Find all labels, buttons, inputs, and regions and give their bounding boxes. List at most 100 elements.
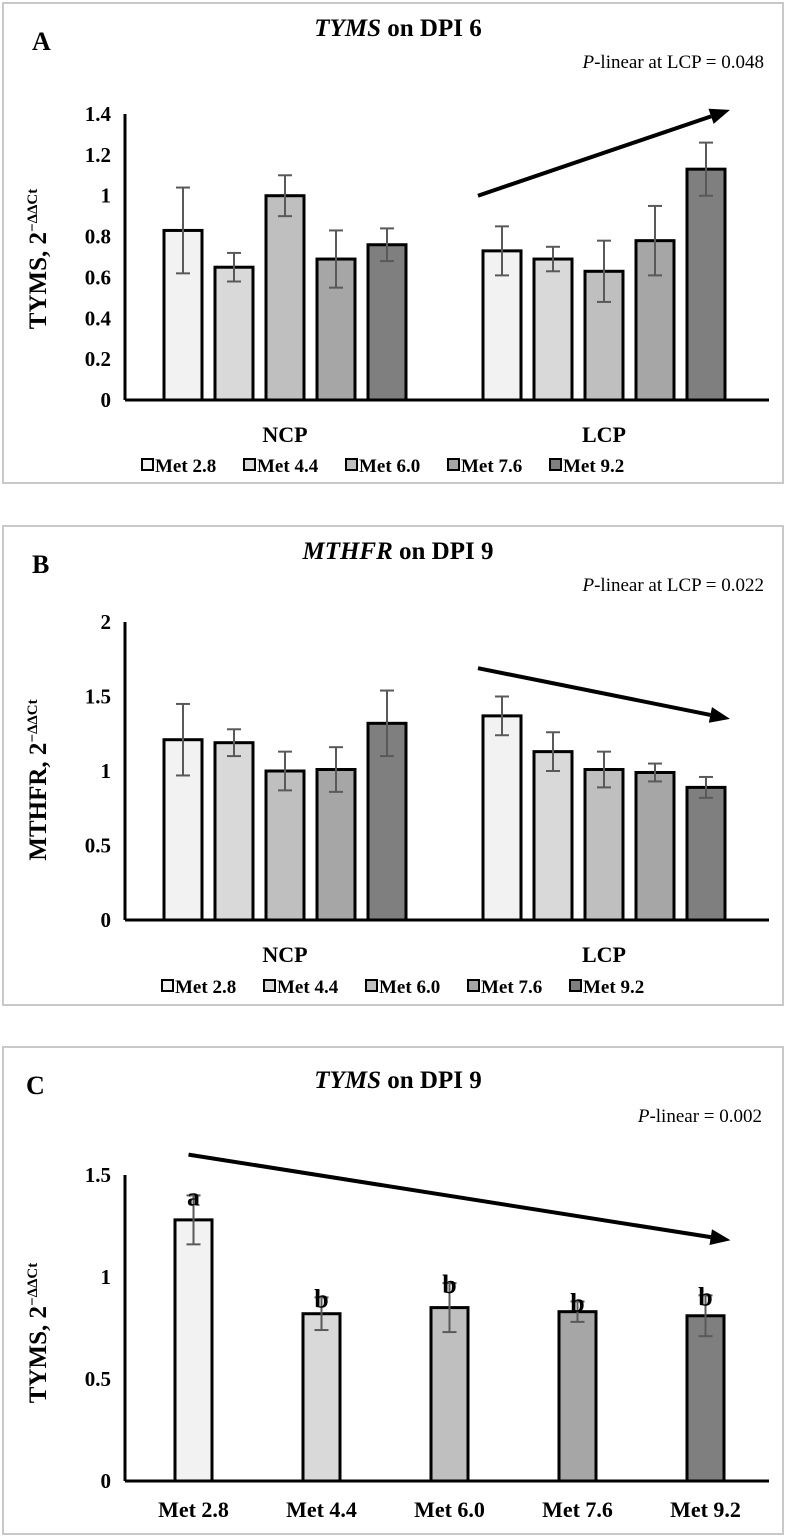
y-tick-label: 1.5 — [85, 685, 111, 709]
panel-letter: C — [26, 1071, 45, 1100]
panel-c: C TYMS on DPI 9 P-linear = 0.002 TYMS, 2… — [2, 1046, 784, 1535]
error-bar — [495, 695, 509, 737]
y-tick-label: 0.5 — [85, 1367, 111, 1391]
bar-lcp-3 — [583, 768, 625, 922]
significance-letter: b — [314, 1284, 328, 1313]
bar-ncp-2 — [213, 265, 255, 402]
legend-label: Met 9.2 — [583, 977, 644, 998]
y-tick-label: 1.2 — [85, 143, 111, 167]
y-tick-label: 0.2 — [85, 347, 111, 371]
legend-label: Met 7.6 — [461, 456, 522, 477]
bar-ncp-3 — [264, 194, 306, 402]
y-tick-label: 0 — [101, 908, 112, 932]
x-category-label: Met 9.2 — [670, 1497, 741, 1522]
bar-lcp-5 — [685, 167, 727, 402]
y-tick-label: 1 — [101, 184, 112, 208]
significance-letter: a — [187, 1182, 200, 1211]
y-axis-label: MTHFR, 2−ΔΔCt — [25, 699, 52, 860]
p-text: -linear at LCP = 0.022 — [594, 575, 764, 596]
y-tick-label: 0.4 — [85, 306, 112, 330]
y-tick-label: 0.5 — [85, 834, 111, 858]
title-rest: on DPI 9 — [393, 538, 494, 565]
x-category-label: Met 2.8 — [158, 1497, 229, 1522]
error-bar — [597, 750, 611, 789]
y-tick-label: 1 — [101, 1265, 112, 1289]
bar-lcp-5 — [685, 785, 727, 922]
x-category-label: LCP — [582, 942, 626, 967]
chart-marks: 0 0.2 0.4 0.6 0.8 1 1.2 1.4 NCP LCP Met 2.8 Met 4.4… — [85, 102, 769, 477]
legend: Met 2.8 Met 4.4 Met 6.0 Met 7.6 Met 9.2 — [141, 456, 624, 477]
chart-title: TYMS on DPI 6 — [314, 15, 481, 42]
error-bar — [227, 251, 241, 283]
error-bar — [329, 746, 343, 793]
legend-label: Met 2.8 — [155, 456, 216, 477]
legend-label: Met 2.8 — [175, 977, 236, 998]
legend-label: Met 7.6 — [481, 977, 542, 998]
y-label-text: TYMS, 2 — [25, 1306, 52, 1403]
bar-met-2 — [301, 1312, 342, 1483]
bar-ncp-3 — [264, 769, 306, 922]
y-tick-label: 2 — [101, 610, 112, 634]
legend-swatch — [447, 458, 460, 471]
p-symbol: P — [637, 1106, 650, 1127]
trend-arrow-line — [188, 1152, 712, 1240]
error-bar — [380, 689, 394, 758]
chart-marks: 0 0.5 1 1.5 a Met 2.8 b Met 4.4 b Met 6.0 b Met 7.6… — [85, 1152, 769, 1522]
x-category-label: Met 6.0 — [414, 1497, 485, 1522]
error-bar — [442, 1282, 457, 1334]
bar-lcp-2 — [532, 750, 574, 922]
y-label-text: TYMS, 2 — [25, 232, 52, 329]
title-gene: TYMS — [314, 15, 381, 42]
p-symbol: P — [581, 52, 594, 73]
panel-b: B MTHFR on DPI 9 P-linear at LCP = 0.022… — [2, 525, 784, 1006]
legend-swatch — [569, 979, 582, 992]
y-axis-label: TYMS, 2−ΔΔCt — [25, 189, 52, 329]
y-tick-label: 1 — [101, 759, 112, 783]
x-category-label: NCP — [262, 422, 307, 447]
bar-met-3 — [429, 1306, 470, 1483]
legend-swatch — [161, 979, 174, 992]
error-bar — [546, 245, 560, 273]
p-text: -linear = 0.002 — [649, 1106, 762, 1127]
legend: Met 2.8 Met 4.4 Met 6.0 Met 7.6 Met 9.2 — [161, 977, 644, 998]
legend-swatch — [549, 458, 562, 471]
y-axis-label: TYMS, 2−ΔΔCt — [25, 1263, 52, 1403]
panel-letter: B — [32, 550, 49, 579]
y-tick-label: 0 — [101, 388, 112, 412]
title-gene: TYMS — [314, 1067, 381, 1094]
x-category-label: Met 7.6 — [542, 1497, 613, 1522]
bar-ncp-5 — [366, 243, 408, 402]
y-tick-label: 0.8 — [85, 225, 111, 249]
p-value-annotation: P-linear at LCP = 0.022 — [581, 575, 764, 596]
error-bar — [699, 141, 713, 197]
legend-swatch — [467, 979, 480, 992]
trend-arrow-line — [477, 114, 712, 198]
chart-title: TYMS on DPI 9 — [314, 1067, 481, 1094]
error-bar — [380, 227, 394, 263]
error-bar — [314, 1296, 329, 1332]
legend-swatch — [243, 458, 256, 471]
chart-c-svg: C TYMS on DPI 9 P-linear = 0.002 TYMS, 2… — [25, 1067, 769, 1522]
significance-letter: b — [698, 1282, 712, 1311]
bar-lcp-4 — [634, 770, 676, 922]
title-rest: on DPI 9 — [381, 1067, 482, 1094]
p-text: -linear at LCP = 0.048 — [594, 52, 764, 73]
legend-swatch — [141, 458, 154, 471]
p-symbol: P — [581, 575, 594, 596]
error-bar — [495, 225, 509, 277]
error-bar — [227, 728, 241, 758]
y-tick-label: 1.4 — [85, 102, 112, 126]
y-label-text: MTHFR, 2 — [25, 743, 52, 861]
y-label-superscript: −ΔΔCt — [25, 1263, 41, 1306]
p-value-annotation: P-linear = 0.002 — [637, 1106, 762, 1127]
error-bar — [278, 750, 292, 792]
chart-b-svg: B MTHFR on DPI 9 P-linear at LCP = 0.022… — [25, 538, 769, 998]
y-label-superscript: −ΔΔCt — [25, 189, 41, 232]
legend-label: Met 6.0 — [379, 977, 440, 998]
x-category-label: LCP — [582, 422, 626, 447]
panel-a: A TYMS on DPI 6 P-linear at LCP = 0.048 … — [2, 2, 784, 484]
bar-ncp-4 — [315, 768, 357, 922]
error-bar — [648, 762, 662, 783]
y-tick-label: 0 — [101, 1469, 112, 1493]
